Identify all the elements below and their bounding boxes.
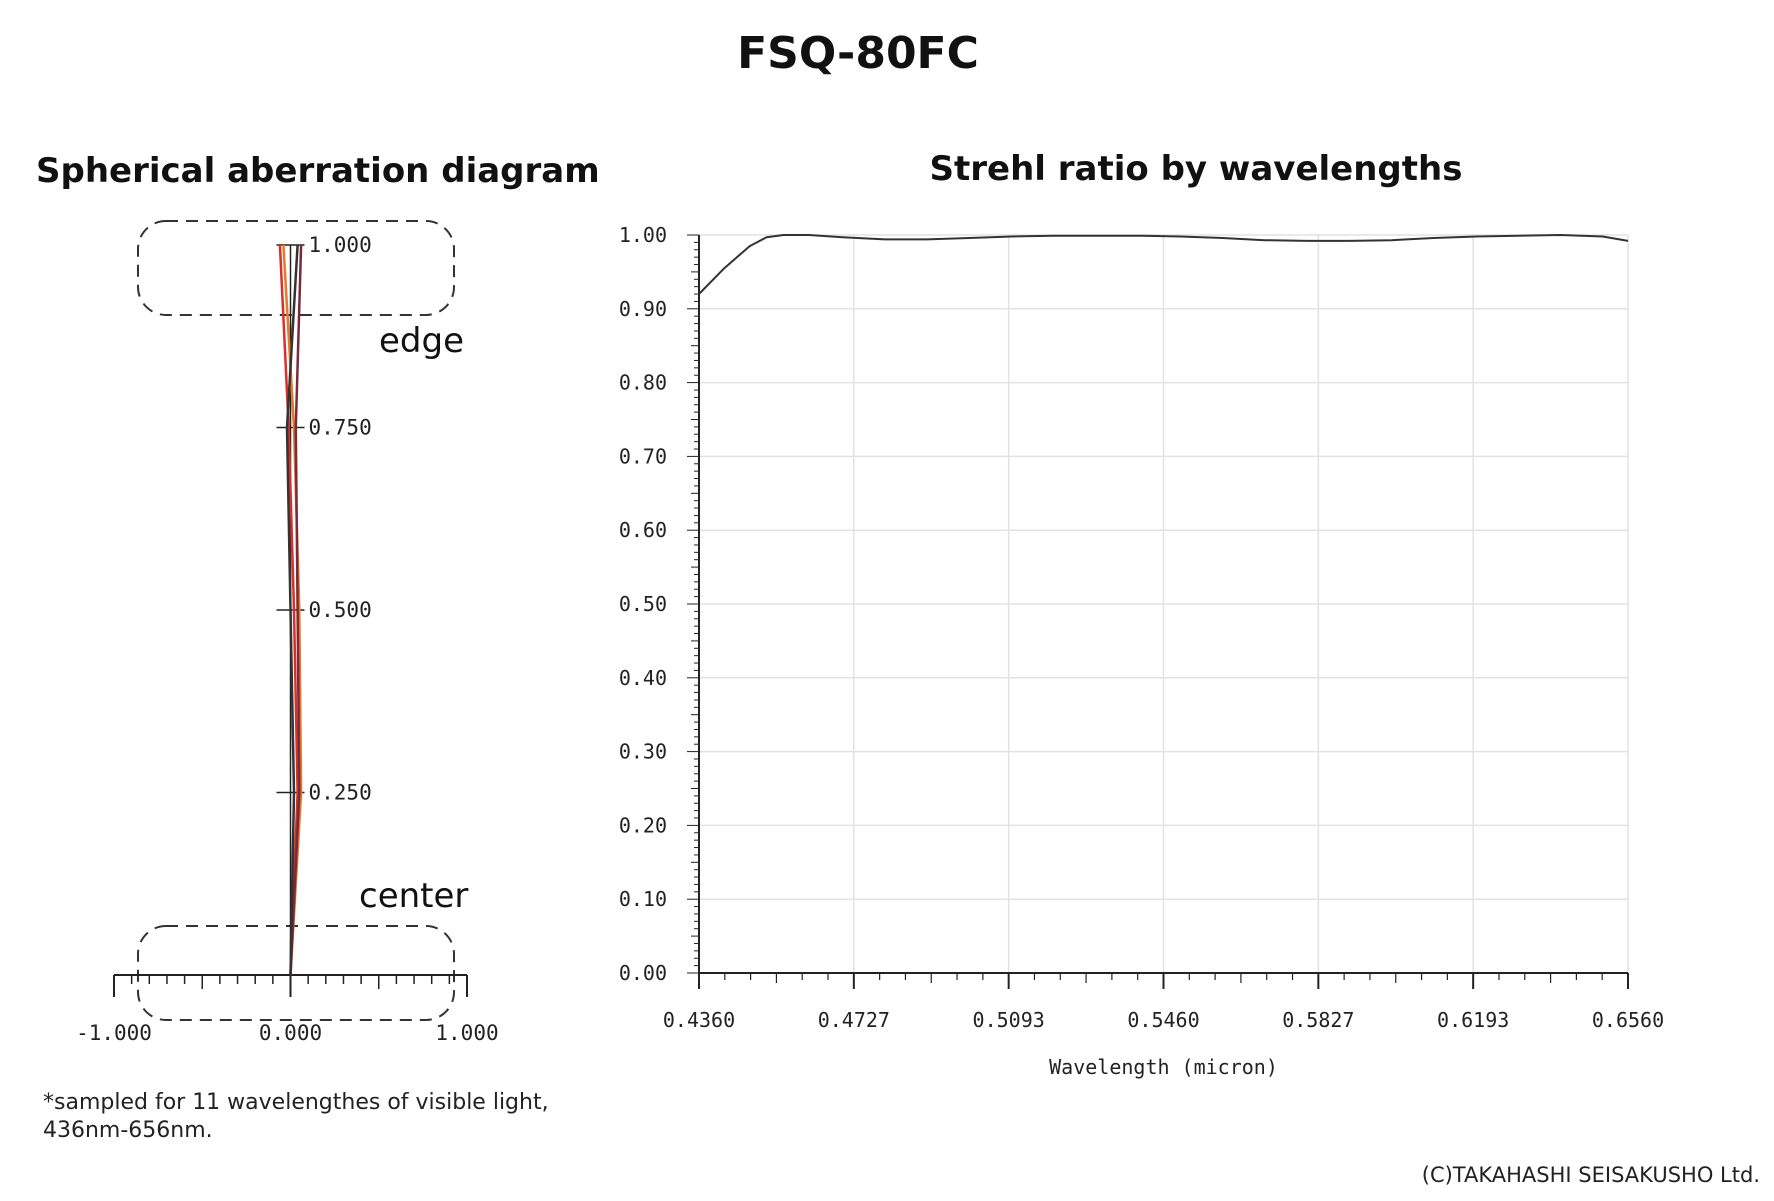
x-tick-label: 0.6193: [1437, 1008, 1509, 1032]
aberration-curve: [289, 244, 303, 976]
y-tick-label: 0.60: [619, 518, 667, 542]
y-tick-label: 0.50: [619, 592, 667, 616]
y-tick-label: 0.20: [619, 813, 667, 837]
x-tick-label: 0.5827: [1282, 1008, 1354, 1032]
spherical-aberration-chart: -1.000 0.000 1.000 0.250 0.500 0.750 1.000 edge…: [76, 220, 499, 1045]
edge-region-box: [137, 220, 455, 316]
aberration-curve: [285, 244, 299, 976]
x-tick-label: 0.4360: [663, 1008, 735, 1032]
main-title: FSQ-80FC: [737, 28, 979, 79]
x-tick-label: -1.000: [76, 1021, 152, 1045]
y-tick-label: 0.00: [619, 961, 667, 985]
y-tick-label: 0.40: [619, 666, 667, 690]
y-tick-label: 0.80: [619, 371, 667, 395]
y-tick-label: 0.10: [619, 887, 667, 911]
edge-label: edge: [379, 321, 464, 361]
y-tick-label: 0.70: [619, 444, 667, 468]
x-tick-label: 0.5093: [973, 1008, 1045, 1032]
sa-title: Spherical aberration diagram: [36, 151, 600, 191]
y-tick-label: 1.00: [619, 223, 667, 247]
strehl-chart: 0.00 0.10 0.20 0.30 0.40 0.50 0.60 0.70 0.80 0.90…: [619, 223, 1664, 1079]
footnote-line-2: 436nm-656nm.: [43, 1118, 213, 1143]
y-tick-label: 0.500: [309, 598, 372, 622]
y-tick-label: 0.30: [619, 740, 667, 764]
footnote-line-1: *sampled for 11 wavelengthes of visible …: [43, 1090, 549, 1115]
copyright: (C)TAKAHASHI SEISAKUSHO Ltd.: [1422, 1163, 1760, 1187]
strehl-title: Strehl ratio by wavelengths: [930, 149, 1463, 189]
x-axis-label: Wavelength (micron): [1049, 1055, 1278, 1079]
y-tick-label: 0.750: [309, 416, 372, 440]
x-tick-label: 0.000: [259, 1021, 322, 1045]
center-region-box: [137, 925, 455, 1021]
x-tick-label: 0.5460: [1127, 1008, 1199, 1032]
x-tick-label: 0.6560: [1592, 1008, 1664, 1032]
center-label: center: [359, 876, 468, 916]
y-tick-label: 0.250: [309, 781, 372, 805]
x-tick-label: 0.4727: [818, 1008, 890, 1032]
x-tick-label: 1.000: [435, 1021, 498, 1045]
y-tick-label: 0.90: [619, 297, 667, 321]
strehl-curve: [698, 234, 1629, 295]
y-tick-label: 1.000: [309, 233, 372, 257]
